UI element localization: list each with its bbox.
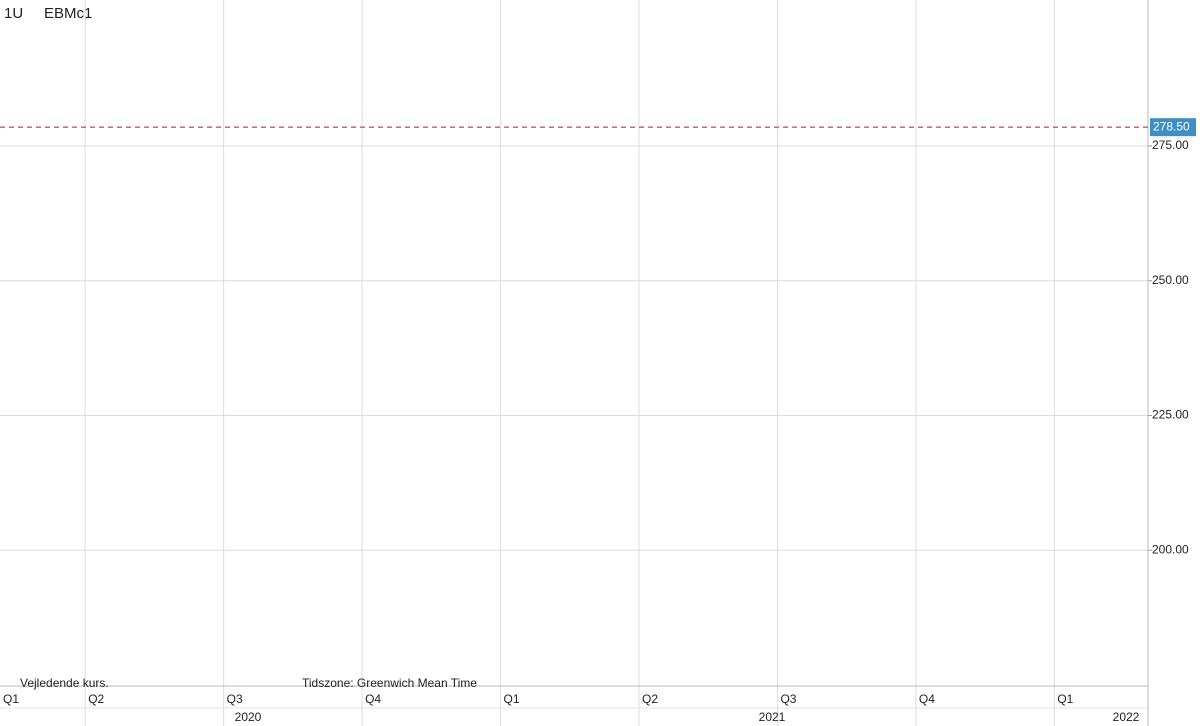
y-tick-label: 275.00 (1152, 138, 1189, 152)
note: Vejledende kurs. (20, 676, 109, 690)
x-tick-label: Q3 (780, 692, 796, 706)
year-label: 2022 (1113, 710, 1140, 724)
note: Tidszone: Greenwich Mean Time (302, 676, 477, 690)
x-tick-label: Q2 (642, 692, 658, 706)
y-tick-label: 200.00 (1152, 542, 1189, 556)
year-label: 2021 (759, 710, 786, 724)
year-label: 2020 (235, 710, 262, 724)
y-tick-label: 225.00 (1152, 408, 1189, 422)
x-tick-label: Q4 (919, 692, 935, 706)
x-tick-label: Q3 (227, 692, 243, 706)
symbol-label: EBMc1 (44, 5, 92, 22)
y-tick-label: 250.00 (1152, 273, 1189, 287)
x-tick-label: Q1 (1057, 692, 1073, 706)
reference-label-box (1150, 118, 1196, 137)
instrument-label: 1U (4, 5, 23, 22)
x-tick-label: Q2 (88, 692, 104, 706)
x-tick-label: Q4 (365, 692, 381, 706)
x-tick-label: Q1 (3, 692, 19, 706)
x-tick-label: Q1 (504, 692, 520, 706)
reference-label: 278.50 (1153, 119, 1190, 133)
